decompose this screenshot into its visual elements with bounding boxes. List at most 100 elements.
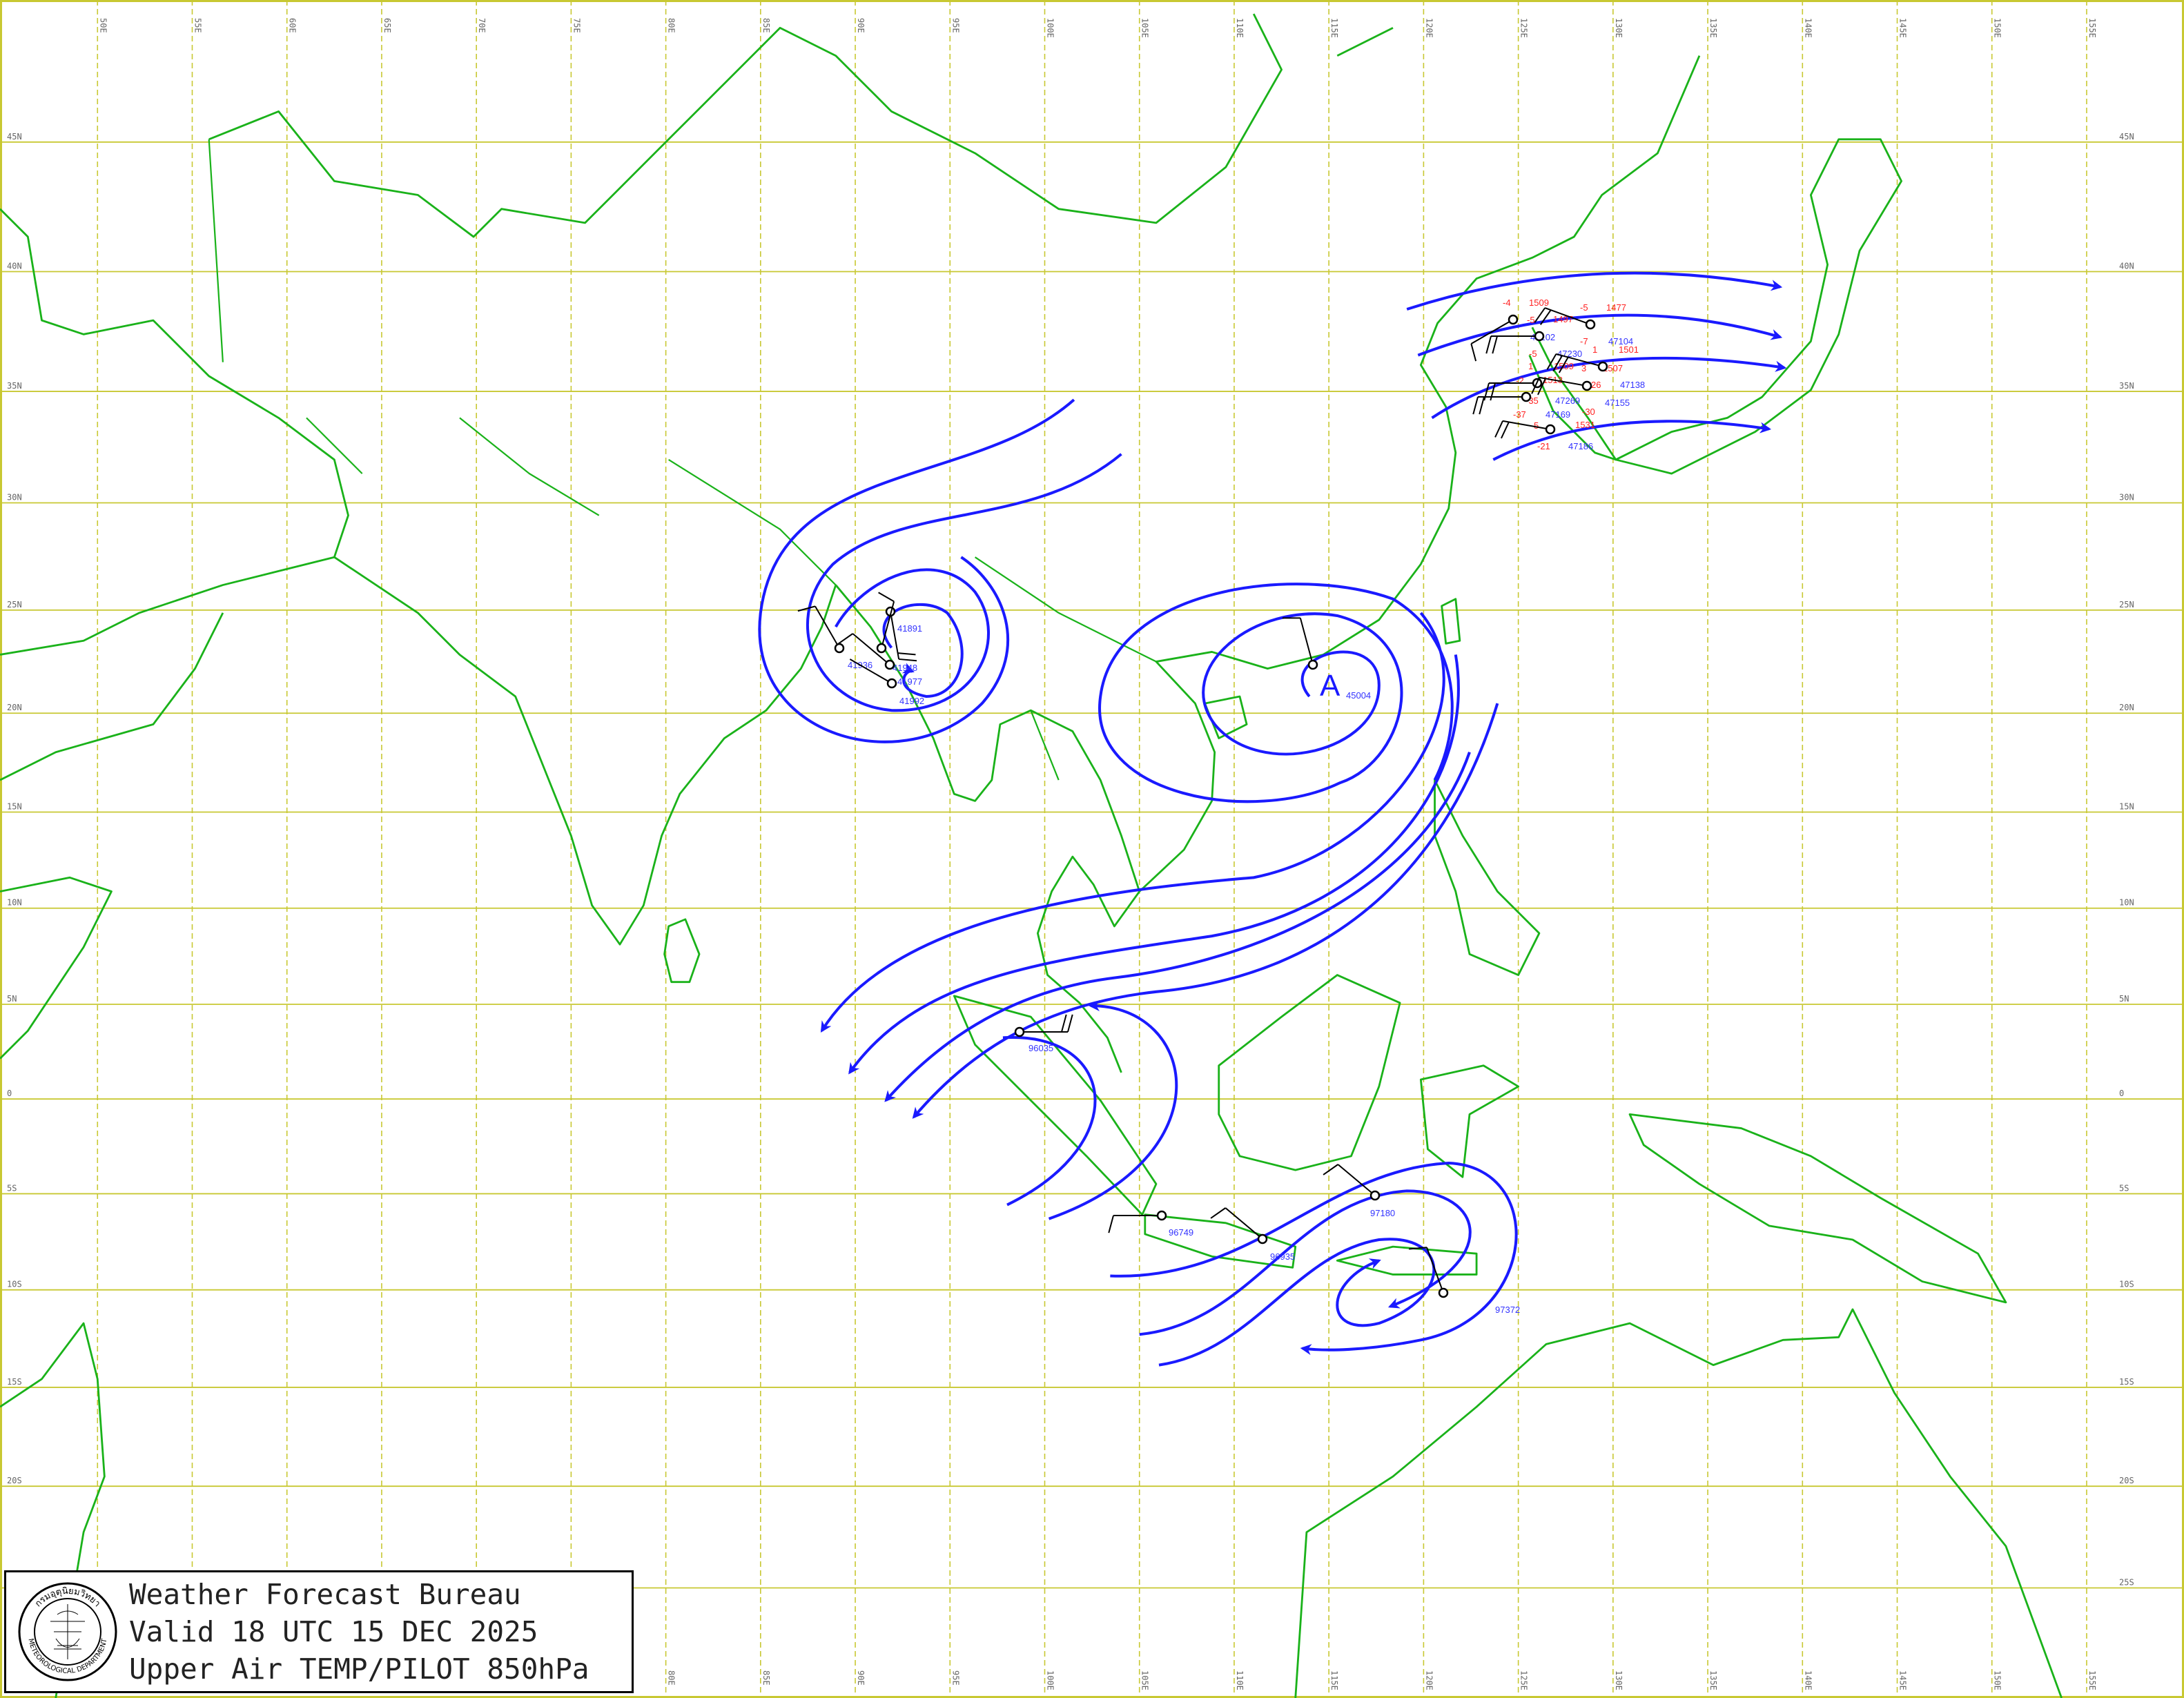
longitude-label-bottom: 135E bbox=[1708, 1670, 1718, 1690]
streamline bbox=[884, 752, 1471, 1102]
station-wind-barb bbox=[797, 605, 845, 654]
plotted-value: -5 bbox=[1580, 302, 1588, 313]
plotted-value: -37 bbox=[1513, 409, 1526, 420]
longitude-label-bottom: 130E bbox=[1614, 1670, 1624, 1690]
station-circle bbox=[1545, 424, 1556, 435]
station-id-label: 41948 bbox=[893, 663, 917, 673]
plotted-value: -5 bbox=[1529, 349, 1537, 359]
plotted-value: 1501 bbox=[1619, 344, 1639, 355]
streamline bbox=[820, 612, 1445, 1033]
streamline bbox=[848, 654, 1460, 1075]
streamline bbox=[1048, 999, 1178, 1220]
barb-shaft bbox=[1225, 1207, 1263, 1240]
barb-feather bbox=[837, 633, 853, 645]
station-wind-barb bbox=[1323, 1164, 1381, 1201]
longitude-label-bottom: 105E bbox=[1140, 1670, 1150, 1690]
latitude-label-left: 5N bbox=[7, 994, 17, 1004]
barb-shaft bbox=[1556, 353, 1603, 367]
longitude-label-top: 150E bbox=[1993, 18, 2002, 38]
latitude-label-right: 5N bbox=[2119, 994, 2129, 1004]
latitude-label-right: 10S bbox=[2119, 1280, 2134, 1289]
barb-feather bbox=[1210, 1207, 1226, 1219]
longitude-label-bottom: 140E bbox=[1803, 1670, 1813, 1690]
station-circle bbox=[1585, 319, 1596, 330]
station-wind-barb bbox=[1494, 420, 1556, 439]
station-circle bbox=[1257, 1233, 1268, 1245]
barb-feather bbox=[1409, 1247, 1427, 1250]
longitude-label-top: 100E bbox=[1046, 18, 1055, 38]
coast-hainan bbox=[1204, 695, 1248, 739]
plotted-value: 1497 bbox=[1553, 314, 1573, 324]
latitude-label-right: 45N bbox=[2119, 132, 2134, 142]
longitude-label-bottom: 150E bbox=[1993, 1670, 2002, 1690]
barb-feather bbox=[1470, 343, 1477, 362]
latitude-label-left: 15N bbox=[7, 801, 22, 811]
station-circle bbox=[1438, 1287, 1449, 1298]
plotted-value: -21 bbox=[1537, 441, 1550, 451]
longitude-label-bottom: 90E bbox=[856, 1670, 866, 1686]
latitude-label-right: 25S bbox=[2119, 1578, 2134, 1588]
barb-feather bbox=[1537, 378, 1546, 396]
longitude-label-top: 55E bbox=[193, 18, 202, 33]
barb-feather bbox=[1531, 377, 1540, 394]
latitude-label-left: 10N bbox=[7, 898, 22, 908]
barb-feather bbox=[1534, 307, 1546, 323]
station-wind-barb bbox=[1472, 391, 1532, 415]
latitude-label-left: 15S bbox=[7, 1377, 22, 1387]
latitude-label-right: 20N bbox=[2119, 703, 2134, 712]
latitude-label-right: 35N bbox=[2119, 381, 2134, 391]
plotted-value: -4 bbox=[1503, 297, 1511, 308]
streamline bbox=[1431, 356, 1787, 420]
longitude-label-top: 75E bbox=[572, 18, 581, 33]
station-id-label: 96749 bbox=[1169, 1227, 1193, 1238]
latitude-label-left: 20S bbox=[7, 1476, 22, 1485]
streamline bbox=[1492, 420, 1772, 461]
longitude-label-bottom: 100E bbox=[1046, 1670, 1055, 1690]
longitude-label-top: 85E bbox=[761, 18, 771, 33]
plotted-value: 1509 bbox=[1554, 361, 1574, 371]
latitude-label-left: 40N bbox=[7, 262, 22, 271]
latitude-label-right: 15S bbox=[2119, 1377, 2134, 1387]
longitude-label-top: 140E bbox=[1803, 18, 1813, 38]
station-id-label: 41977 bbox=[897, 676, 922, 687]
longitude-label-bottom: 155E bbox=[2087, 1670, 2097, 1690]
latitude-label-left: 10S bbox=[7, 1280, 22, 1289]
station-id-label: 96935 bbox=[1270, 1251, 1295, 1262]
longitude-label-bottom: 80E bbox=[667, 1670, 676, 1686]
station-circle bbox=[1508, 314, 1519, 325]
barb-feather bbox=[1558, 357, 1569, 373]
coast-africa bbox=[0, 876, 113, 1698]
borders bbox=[208, 139, 1157, 781]
coast-australia bbox=[1294, 1308, 2063, 1698]
station-circle bbox=[886, 678, 897, 689]
barb-shaft bbox=[890, 611, 900, 660]
streamline bbox=[912, 703, 1499, 1119]
latitude-label-left: 25N bbox=[7, 600, 22, 609]
longitude-label-top: 50E bbox=[98, 18, 108, 33]
latitude-label-right: 0 bbox=[2119, 1089, 2124, 1098]
latitude-label-left: 30N bbox=[7, 492, 22, 502]
station-wind-barb bbox=[1546, 353, 1608, 373]
station-wind-barb bbox=[1470, 314, 1519, 362]
longitude-label-bottom: 115E bbox=[1329, 1670, 1339, 1690]
streamline bbox=[1139, 1189, 1472, 1336]
longitude-label-top: 155E bbox=[2087, 18, 2097, 38]
station-id-label: 41992 bbox=[899, 696, 924, 706]
station-circle bbox=[1581, 380, 1592, 391]
barb-shaft bbox=[849, 658, 893, 684]
plotted-value: 1477 bbox=[1606, 302, 1626, 313]
station-id-label: 47186 bbox=[1568, 441, 1593, 451]
latitude-label-right: 10N bbox=[2119, 898, 2134, 908]
plotted-value: 1507 bbox=[1603, 363, 1623, 373]
barb-feather bbox=[1323, 1164, 1338, 1175]
barb-feather bbox=[1108, 1215, 1114, 1233]
barb-feather bbox=[897, 652, 916, 656]
streamline bbox=[1417, 313, 1783, 357]
longitude-label-top: 95E bbox=[950, 18, 960, 33]
latitude-label-right: 25N bbox=[2119, 600, 2134, 609]
longitude-label-top: 145E bbox=[1898, 18, 1908, 38]
station-wind-barb bbox=[1014, 1014, 1073, 1037]
longitude-label-top: 105E bbox=[1140, 18, 1150, 38]
station-id-label: 97372 bbox=[1495, 1305, 1520, 1315]
station-circle bbox=[1156, 1210, 1167, 1221]
